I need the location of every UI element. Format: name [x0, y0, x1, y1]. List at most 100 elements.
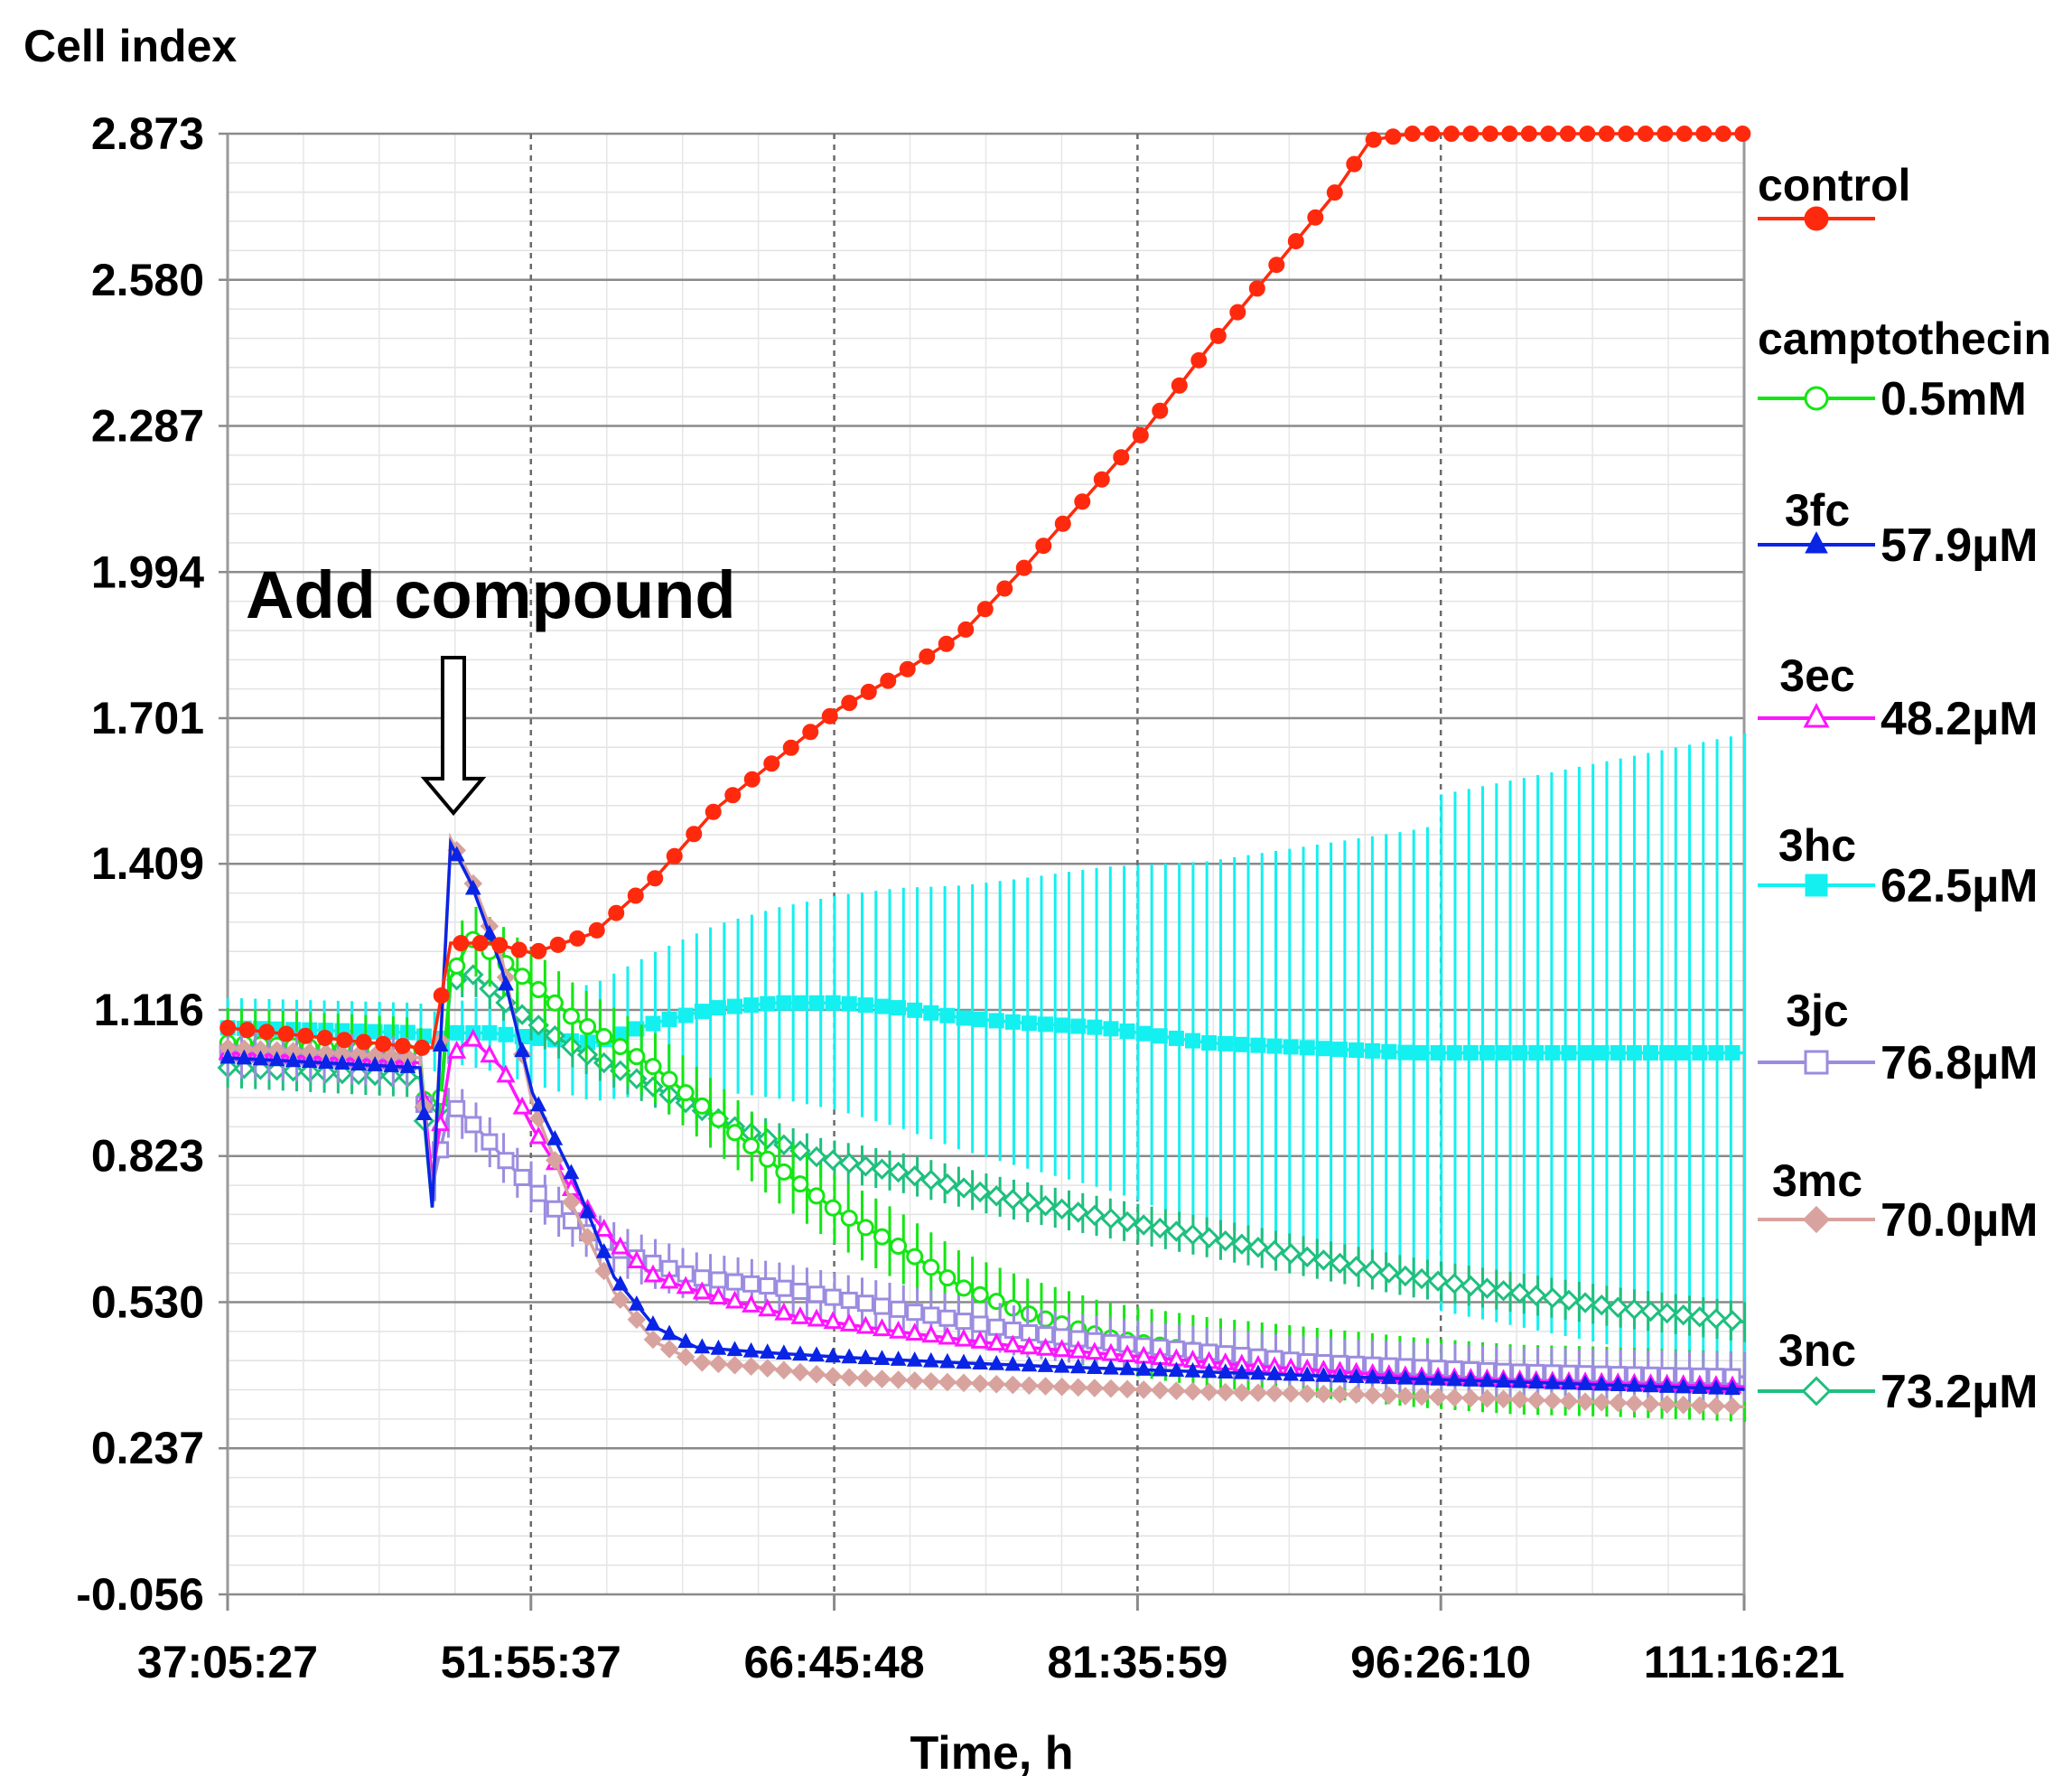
marker-control — [919, 648, 936, 665]
marker-3nc — [937, 1173, 958, 1195]
marker-3hc — [1266, 1038, 1283, 1054]
marker-control — [1695, 126, 1713, 142]
y-tick-label: 0.237 — [91, 1423, 204, 1473]
legend-title: 3nc — [1778, 1325, 1856, 1376]
marker-3mc — [1052, 1377, 1071, 1397]
marker-3ec — [611, 1236, 630, 1255]
marker-3fc — [1642, 1377, 1659, 1393]
marker-control — [1714, 126, 1731, 142]
marker-3fc — [742, 1341, 760, 1358]
legend-entry-camptothecin: camptothecin 0.5mM — [1758, 313, 2051, 425]
marker-control — [394, 1037, 411, 1054]
marker-control — [1015, 559, 1032, 576]
marker-3mc — [1722, 1397, 1742, 1416]
y-tick-label: 1.701 — [91, 693, 204, 743]
marker-3hc — [808, 995, 825, 1011]
marker-3jc — [922, 1306, 940, 1324]
marker-3nc — [1198, 1227, 1220, 1248]
marker-3hc — [1250, 1037, 1266, 1053]
marker-camptothecin — [824, 1199, 842, 1217]
marker-3nc — [1689, 1306, 1711, 1328]
marker-control — [1637, 126, 1654, 142]
marker-3hc — [1642, 1044, 1658, 1061]
marker-camptothecin — [856, 1219, 874, 1237]
marker-3mc — [921, 1371, 941, 1391]
marker-3hc — [645, 1015, 661, 1032]
marker-3nc — [1312, 1249, 1335, 1271]
marker-3nc — [1034, 1195, 1057, 1217]
marker-3jc — [529, 1184, 547, 1202]
marker-3mc — [611, 1290, 630, 1310]
marker-3ec — [708, 1286, 728, 1305]
marker-3fc — [350, 1055, 367, 1070]
marker-3hc — [694, 1004, 710, 1020]
marker-3fc — [1511, 1372, 1528, 1388]
marker-3fc — [1217, 1363, 1234, 1378]
marker-control — [219, 1019, 237, 1036]
marker-3nc — [1214, 1229, 1237, 1252]
marker-3mc — [578, 1228, 597, 1247]
marker-3mc — [1330, 1385, 1349, 1404]
marker-3jc — [890, 1300, 908, 1318]
marker-3ec — [970, 1330, 990, 1349]
marker-3fc — [383, 1057, 400, 1072]
marker-3ec — [659, 1270, 679, 1289]
marker-3ec — [954, 1328, 974, 1347]
marker-3hc — [776, 995, 792, 1011]
marker-control — [258, 1023, 275, 1041]
marker-control — [957, 621, 975, 638]
y-tick-label: 2.873 — [91, 108, 204, 159]
marker-3nc — [1607, 1296, 1629, 1318]
marker-camptothecin — [595, 1028, 613, 1046]
marker-3mc — [1248, 1383, 1268, 1403]
marker-3mc — [970, 1374, 990, 1393]
marker-3mc — [1428, 1388, 1448, 1407]
marker-3fc — [1250, 1364, 1266, 1380]
marker-3nc — [1264, 1239, 1285, 1262]
marker-3fc — [1299, 1366, 1316, 1382]
marker-3fc — [857, 1349, 874, 1365]
y-tick-label: 1.116 — [94, 985, 204, 1035]
marker-3ec — [627, 1250, 647, 1268]
marker-3hc — [1561, 1044, 1577, 1061]
marker-3jc — [742, 1275, 761, 1293]
marker-3jc — [448, 1099, 466, 1117]
marker-3mc — [823, 1367, 843, 1386]
legend-entry-3ec: 3ec 48.2µM — [1758, 650, 2038, 745]
x-tick-label: 81:35:59 — [1047, 1637, 1227, 1687]
marker-3nc — [1558, 1289, 1580, 1312]
marker-3hc — [1135, 1025, 1152, 1042]
marker-3nc — [920, 1169, 942, 1191]
marker-3fc — [595, 1243, 612, 1258]
marker-3mc — [905, 1371, 924, 1390]
marker-3fc — [1283, 1365, 1299, 1381]
marker-3nc — [1526, 1285, 1547, 1306]
marker-3nc — [1411, 1267, 1433, 1290]
marker-3fc — [710, 1339, 727, 1355]
marker-3hc — [1201, 1035, 1218, 1051]
marker-control — [1268, 257, 1285, 274]
marker-3mc — [938, 1372, 957, 1392]
marker-3nc — [1395, 1265, 1416, 1287]
marker-3nc — [1492, 1280, 1515, 1302]
marker-3fc — [694, 1338, 711, 1354]
marker-control — [1035, 537, 1052, 555]
marker-3hc — [1299, 1040, 1315, 1056]
marker-3nc — [1329, 1252, 1351, 1275]
marker-3fc — [285, 1051, 302, 1068]
marker-3nc — [887, 1161, 910, 1183]
marker-3nc — [953, 1177, 975, 1199]
marker-3fc — [1119, 1360, 1135, 1376]
marker-3hc — [841, 995, 857, 1012]
legend-title: camptothecin — [1758, 313, 2051, 364]
series-layer — [217, 126, 1751, 1422]
marker-control — [316, 1030, 333, 1047]
marker-3mc — [1183, 1382, 1202, 1401]
marker-control — [1657, 126, 1674, 142]
marker-control — [1520, 126, 1537, 142]
marker-control — [1346, 155, 1363, 173]
x-axis-label: Time, h — [910, 1727, 1073, 1780]
marker-3ec — [790, 1305, 810, 1324]
x-tick-label: 111:16:21 — [1644, 1637, 1844, 1687]
marker-3fc — [645, 1315, 661, 1331]
